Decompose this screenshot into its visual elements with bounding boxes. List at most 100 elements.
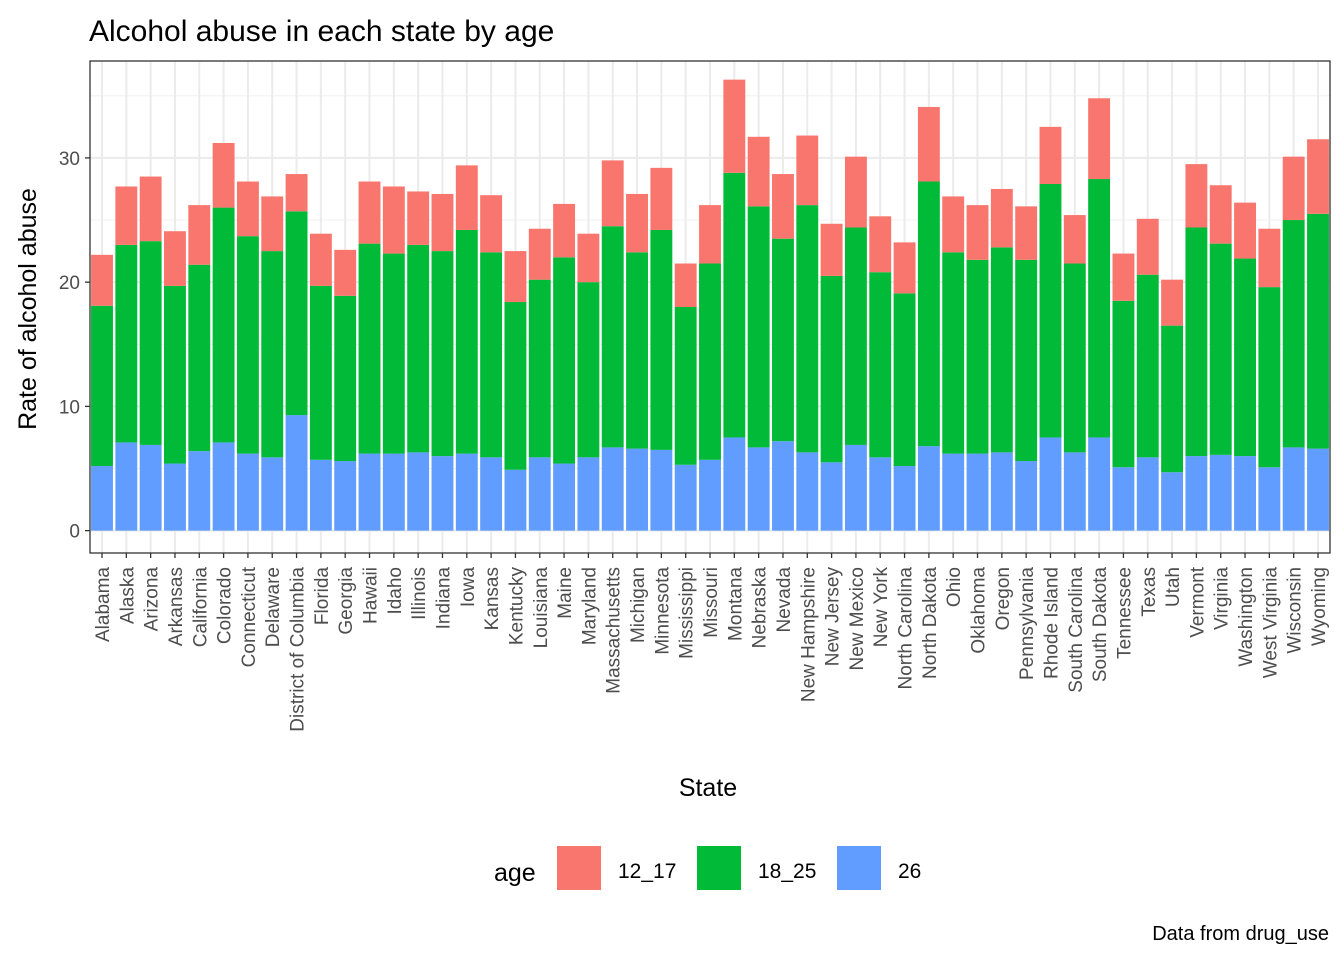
legend-key xyxy=(837,846,881,890)
bar-segment xyxy=(1112,253,1135,301)
bar-segment xyxy=(1112,467,1135,531)
bar-segment xyxy=(455,453,478,531)
bar-segment xyxy=(893,242,916,294)
bar-segment xyxy=(528,457,551,531)
x-tick-label: California xyxy=(190,567,211,648)
legend-title: age xyxy=(494,859,536,887)
bar-segment xyxy=(334,249,357,296)
bar-segment xyxy=(236,453,259,531)
x-tick-label: New Hampshire xyxy=(798,567,819,702)
bar-segment xyxy=(188,451,211,531)
bar-segment xyxy=(699,263,721,460)
bar-segment xyxy=(723,172,746,438)
x-tick-label: Kansas xyxy=(482,567,503,630)
bar-segment xyxy=(407,452,430,531)
bar-segment xyxy=(261,196,284,252)
bar-segment xyxy=(164,285,186,464)
bar-segment xyxy=(1209,454,1232,531)
bar-segment xyxy=(1258,228,1281,288)
bar-segment xyxy=(844,227,867,445)
legend-label: 26 xyxy=(898,860,921,883)
y-tick-label: 0 xyxy=(69,522,80,543)
x-tick-label: Vermont xyxy=(1187,566,1208,637)
bar-segment xyxy=(820,275,843,463)
bar-segment xyxy=(990,452,1013,531)
bar-segment xyxy=(504,302,527,470)
y-axis-title: Rate of alcohol abuse xyxy=(14,188,42,430)
x-tick-label: Montana xyxy=(725,567,746,641)
bar-segment xyxy=(1234,456,1256,531)
bar-segment xyxy=(1039,126,1062,184)
x-tick-label: Arkansas xyxy=(166,567,187,646)
x-tick-label: Missouri xyxy=(701,567,722,638)
bar-segment xyxy=(772,238,794,442)
x-tick-label: Nevada xyxy=(774,567,795,633)
bar-segment xyxy=(723,79,746,173)
bar-segment xyxy=(358,453,381,531)
bar-segment xyxy=(1039,437,1062,531)
bar-segment xyxy=(528,228,551,280)
y-tick-label: 30 xyxy=(59,149,80,170)
x-tick-label: District of Columbia xyxy=(288,567,309,732)
x-tick-label: Kentucky xyxy=(506,567,527,646)
bar-segment xyxy=(309,285,332,460)
bar-segment xyxy=(528,279,551,458)
bar-segment xyxy=(869,272,892,458)
x-tick-label: South Dakota xyxy=(1090,567,1111,683)
bar-segment xyxy=(455,229,478,454)
bar-segment xyxy=(674,263,697,307)
bar-segment xyxy=(917,106,940,182)
bar-segment xyxy=(699,459,721,531)
bar-segment xyxy=(1258,467,1281,531)
bar-segment xyxy=(796,205,819,453)
bar-segment xyxy=(966,259,989,454)
bar-segment xyxy=(164,463,186,531)
bar-segment xyxy=(650,167,673,230)
bar-segment xyxy=(869,457,892,531)
bar-segment xyxy=(261,457,284,531)
x-tick-label: Maine xyxy=(555,567,576,619)
bar-segment xyxy=(285,415,308,531)
x-tick-label: Rhode Island xyxy=(1041,567,1062,679)
x-tick-label: Maryland xyxy=(579,567,600,645)
bar-segment xyxy=(1258,287,1281,468)
x-tick-label: Utah xyxy=(1163,567,1184,607)
x-axis-title: State xyxy=(679,774,737,802)
x-tick-label: Louisiana xyxy=(531,567,552,649)
x-tick-label: Indiana xyxy=(433,567,454,630)
x-tick-label: Virginia xyxy=(1212,567,1233,630)
x-tick-label: Florida xyxy=(312,567,333,626)
bar-segment xyxy=(626,193,648,253)
bar-segment xyxy=(1063,215,1086,264)
bar-segment xyxy=(91,466,113,531)
y-tick-label: 10 xyxy=(59,397,80,418)
bar-segment xyxy=(1185,456,1208,531)
bar-segment xyxy=(1136,457,1159,531)
bar-segment xyxy=(188,205,211,265)
bar-segment xyxy=(674,464,697,531)
bar-segment xyxy=(553,257,576,464)
bar-segment xyxy=(601,226,624,448)
bar-segment xyxy=(1282,156,1305,221)
x-tick-label: Arizona xyxy=(142,567,163,632)
bar-segment xyxy=(1088,98,1111,180)
x-tick-label: Ohio xyxy=(944,567,965,607)
x-tick-label: Iowa xyxy=(458,567,479,608)
bar-segment xyxy=(164,231,186,286)
x-tick-label: Washington xyxy=(1236,567,1257,667)
bar-segment xyxy=(917,446,940,531)
x-tick-label: Mississippi xyxy=(677,567,698,659)
bar-segment xyxy=(747,136,770,207)
bar-segment xyxy=(115,244,138,443)
bar-segment xyxy=(942,252,965,454)
x-tick-label: Alaska xyxy=(117,567,138,624)
legend-label: 12_17 xyxy=(618,860,676,883)
legend-key xyxy=(697,846,741,890)
chart-caption: Data from drug_use xyxy=(1152,923,1329,945)
bar-segment xyxy=(942,453,965,531)
bar-segment xyxy=(504,469,527,531)
bar-segment xyxy=(212,442,235,531)
x-tick-label: Oregon xyxy=(993,567,1014,630)
x-tick-label: Minnesota xyxy=(652,567,673,655)
